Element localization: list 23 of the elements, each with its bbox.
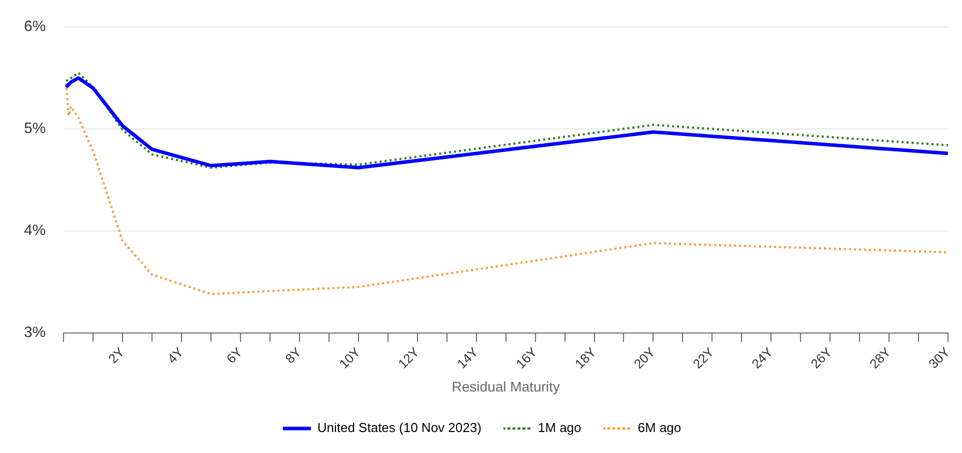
- legend-label: 6M ago: [638, 420, 682, 436]
- x-tick-label: 14Y: [454, 344, 482, 372]
- x-tick-label: 18Y: [572, 344, 600, 372]
- y-tick-label: 3%: [24, 324, 46, 341]
- x-tick-label: 12Y: [395, 344, 422, 372]
- x-tick-label: 16Y: [512, 344, 540, 372]
- x-tick-label: 28Y: [866, 344, 894, 372]
- x-tick-label: 4Y: [164, 344, 186, 366]
- line-series: [65, 82, 948, 296]
- legend-label: 1M ago: [538, 420, 582, 436]
- y-tick-label: 6%: [24, 18, 46, 36]
- x-tick-label: 6Y: [223, 344, 246, 366]
- x-tick-label: 8Y: [282, 344, 304, 366]
- x-tick-label: 2Y: [105, 344, 128, 366]
- x-tick-label: 22Y: [690, 344, 718, 372]
- y-tick-label: 5%: [24, 120, 46, 138]
- legend-label: United States (10 Nov 2023): [317, 420, 482, 436]
- x-tick-label: 26Y: [808, 344, 835, 372]
- x-axis-title: Residual Maturity: [452, 378, 560, 394]
- x-tick-label: 10Y: [336, 344, 364, 372]
- x-tick-label: 30Y: [926, 344, 953, 372]
- y-tick-label: 4%: [24, 222, 46, 240]
- x-tick-label: 24Y: [748, 344, 776, 372]
